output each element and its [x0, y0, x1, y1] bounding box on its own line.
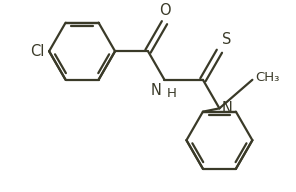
Text: CH₃: CH₃ [256, 71, 280, 84]
Text: Cl: Cl [30, 44, 45, 59]
Text: H: H [167, 88, 176, 100]
Text: N: N [222, 101, 232, 116]
Text: N: N [150, 83, 161, 98]
Text: S: S [222, 32, 231, 47]
Text: O: O [159, 3, 170, 18]
